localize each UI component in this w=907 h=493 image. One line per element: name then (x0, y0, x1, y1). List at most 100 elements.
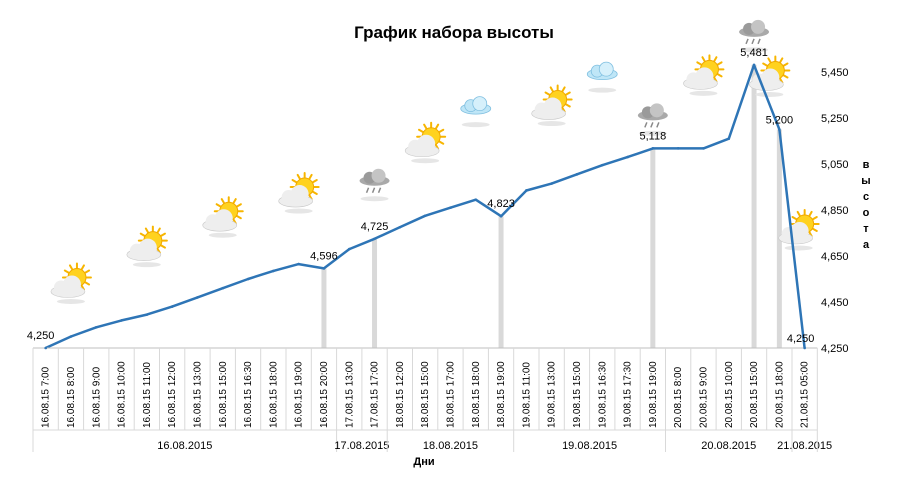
data-label: 4,250 (787, 333, 815, 345)
data-point (449, 206, 452, 209)
data-point (676, 147, 680, 150)
data-point (575, 173, 579, 176)
sun-cloud-icon (202, 196, 244, 238)
x-tick-label: 19.08.15 17:30 (623, 361, 634, 428)
data-label: 4,823 (487, 198, 515, 210)
y-axis-title-letter: т (863, 223, 869, 235)
y-tick-label: 5,050 (821, 159, 849, 171)
x-tick-label: 16.08.15 16:30 (243, 361, 254, 428)
x-tick-label: 18.08.15 18:00 (471, 361, 482, 428)
data-point (170, 305, 174, 308)
weather-icons (50, 19, 820, 304)
data-point (474, 198, 478, 201)
x-tick-label: 20.08.15 8:00 (673, 366, 684, 428)
data-point (550, 182, 553, 185)
x-tick-label: 20.08.15 9:00 (698, 366, 709, 428)
x-tick-label: 18.08.15 15:00 (420, 361, 431, 428)
data-label: 4,725 (361, 221, 389, 233)
sun-cloud-icon (531, 84, 573, 127)
data-point (196, 296, 199, 299)
data-point (651, 147, 655, 150)
x-tick-label: 16.08.15 7:00 (41, 366, 52, 428)
x-tick-label: 16.08.15 19:00 (294, 361, 305, 428)
cloud-icon (460, 96, 492, 128)
x-tick-label: 16.08.15 20:00 (319, 361, 330, 428)
x-tick-label: 20.08.15 10:00 (724, 361, 735, 428)
x-tick-label: 21.08.15 05:00 (800, 361, 811, 428)
x-tick-label: 16.08.15 13:00 (192, 361, 203, 428)
sun-cloud-icon (683, 54, 725, 96)
data-point (398, 225, 402, 229)
x-tick-label: 18.08.15 19:00 (496, 361, 507, 428)
series-points (44, 63, 806, 350)
y-axis-title-letter: о (863, 207, 870, 219)
x-tick-label: 19.08.15 19:00 (648, 361, 659, 428)
data-point (727, 137, 731, 140)
x-tick-label: 18.08.15 17:00 (445, 361, 456, 428)
x-tick-label: 16.08.15 8:00 (66, 366, 77, 428)
x-tick-label: 17.08.15 17:00 (370, 361, 381, 428)
rain-cloud-icon (739, 19, 770, 53)
sun-cloud-icon (778, 209, 820, 251)
x-tick-label: 16.08.15 10:00 (117, 361, 128, 428)
x-tick-label: 18.08.15 12:00 (395, 361, 406, 428)
x-tick-label: 19.08.15 13:00 (547, 361, 558, 428)
data-point (44, 346, 47, 350)
data-point (246, 277, 250, 281)
data-point (120, 319, 123, 322)
date-group-label: 18.08.2015 (423, 440, 478, 452)
x-tick-label: 16.08.15 9:00 (91, 366, 102, 428)
x-tick-label: 16.08.15 12:00 (167, 361, 178, 428)
data-point (272, 269, 275, 273)
date-group-label: 19.08.2015 (562, 440, 617, 452)
data-point (221, 286, 225, 290)
series-line (45, 63, 806, 350)
x-tick-label: 16.08.15 18:00 (268, 361, 279, 428)
date-group-label: 20.08.2015 (701, 440, 756, 452)
data-label: 4,250 (27, 330, 55, 342)
data-point (347, 247, 351, 251)
x-tick-label: 19.08.15 16:30 (597, 361, 608, 428)
data-point (69, 335, 73, 338)
data-label: 5,118 (639, 130, 666, 142)
x-tick-label: 19.08.15 15:00 (572, 361, 583, 428)
y-tick-label: 4,450 (821, 297, 849, 309)
y-tick-label: 4,650 (821, 251, 849, 263)
rain-cloud-icon (637, 103, 668, 136)
y-tick-label: 5,250 (821, 113, 849, 125)
data-point (499, 214, 503, 218)
sun-cloud-icon (404, 121, 447, 164)
data-label: 5,481 (740, 47, 768, 59)
x-tick-label: 20.08.15 18:00 (774, 361, 785, 428)
data-point (525, 189, 528, 192)
data-point (94, 326, 98, 329)
x-axis-title: Дни (413, 456, 434, 468)
rain-cloud-icon (359, 168, 390, 202)
x-axis: 16.08.15 7:00 16.08.15 8:00 16.08.15 9:00 1… (32, 347, 832, 452)
x-tick-label: 20.08.15 15:00 (749, 361, 760, 428)
data-point (702, 147, 705, 150)
y-tick-label: 5,450 (821, 67, 849, 79)
x-tick-label: 17.08.15 13:00 (344, 361, 355, 428)
sun-cloud-icon (50, 262, 92, 304)
date-group-label: 16.08.2015 (157, 440, 212, 452)
data-point (752, 63, 756, 67)
data-point (778, 128, 781, 131)
data-point (600, 163, 604, 167)
data-point (297, 262, 300, 266)
date-group-label: 17.08.2015 (334, 440, 389, 452)
y-axis-title-letter: ы (861, 175, 870, 187)
y-axis-title-letter: с (863, 191, 869, 203)
data-point (626, 155, 629, 159)
data-label: 5,200 (766, 115, 794, 127)
x-tick-label: 16.08.15 11:00 (142, 362, 153, 428)
y-axis-title-letter: а (863, 239, 870, 251)
chart-title: График набора высоты (354, 23, 554, 42)
y-axis-title-letter: в (863, 159, 870, 171)
data-point (322, 267, 326, 270)
data-labels: 4,250 4,596 4,725 4,823 5,118 5,481 5,200 4,250 (27, 47, 815, 345)
x-tick-label: 19.08.15 11:00 (521, 362, 532, 428)
data-point (423, 214, 427, 218)
